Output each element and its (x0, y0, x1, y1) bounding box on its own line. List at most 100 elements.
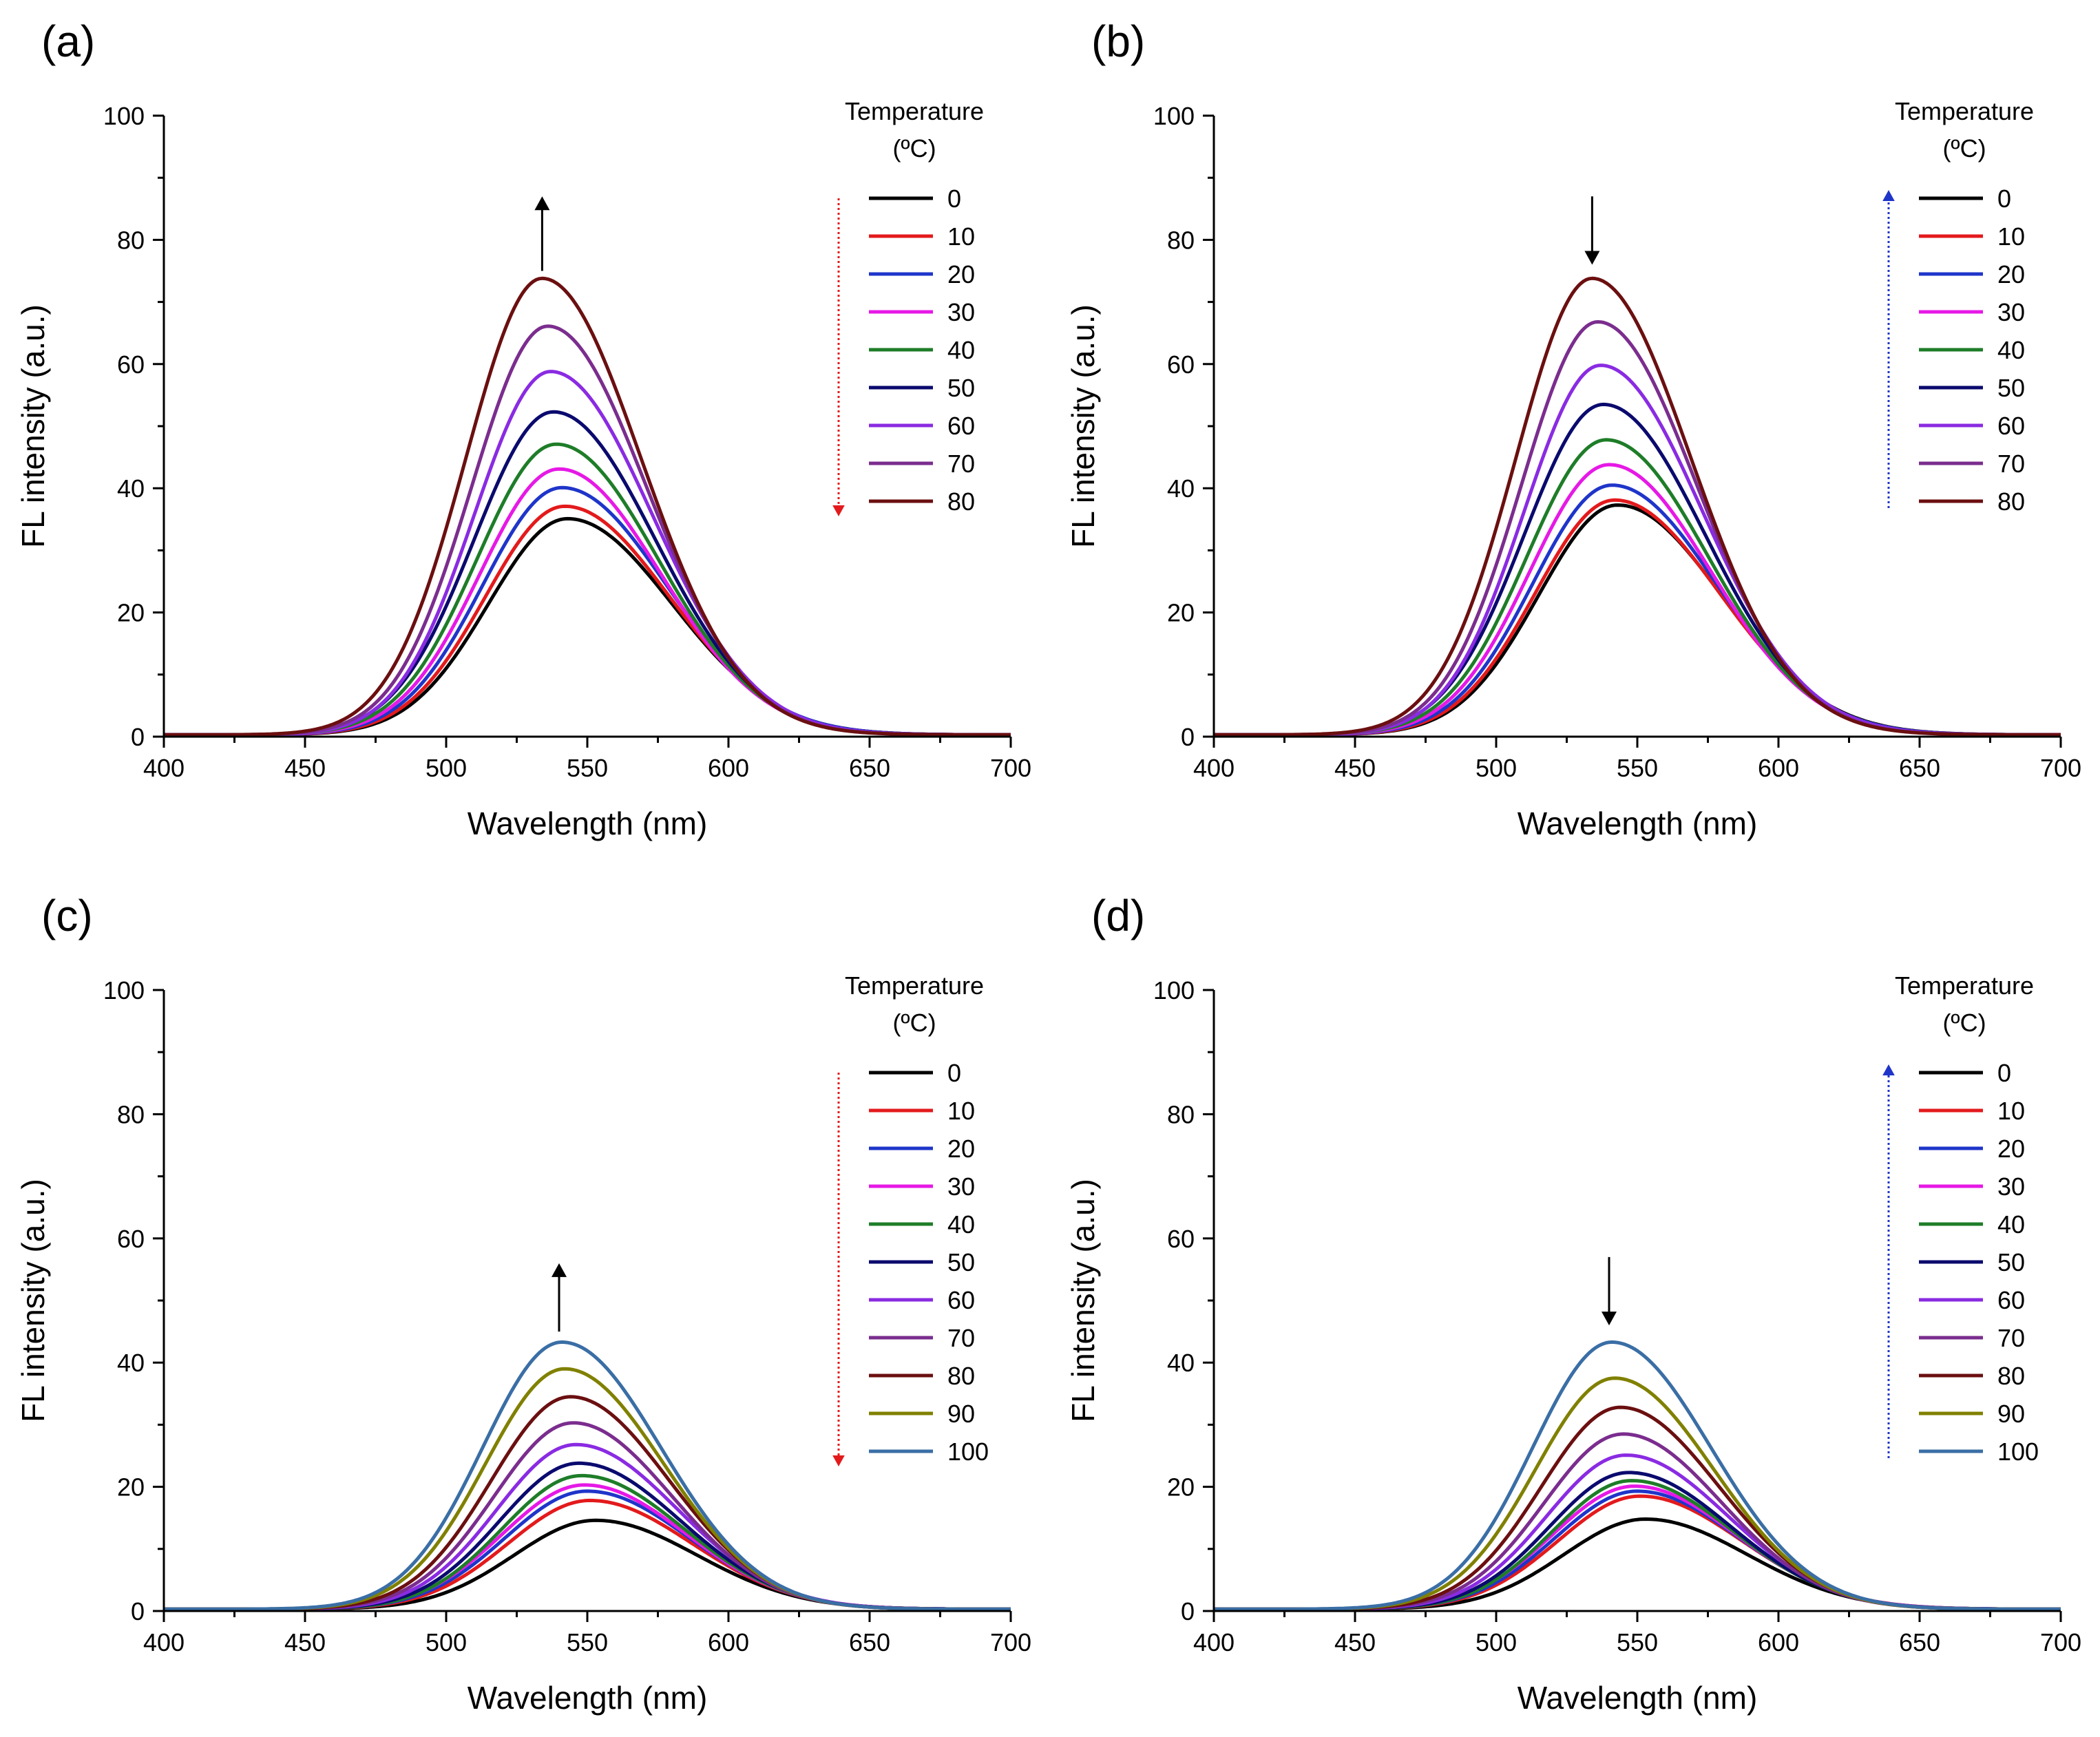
series-line-10 (164, 1498, 1011, 1611)
legend-label-70: 70 (947, 1324, 975, 1352)
legend-label-0: 0 (947, 1059, 961, 1087)
series-line-0 (164, 1518, 1011, 1611)
series-line-70 (1214, 320, 2061, 737)
peak-arrow-head (1602, 1312, 1617, 1326)
y-tick-label: 0 (1181, 1597, 1195, 1625)
series-line-90 (164, 1367, 1011, 1611)
y-tick-label: 0 (131, 1597, 145, 1625)
series-line-20 (1214, 483, 2061, 737)
x-tick-label: 600 (708, 1628, 749, 1656)
panel-label: (a) (41, 17, 95, 66)
x-tick-label: 500 (1476, 754, 1517, 782)
legend-label-10: 10 (947, 1097, 975, 1125)
x-tick-label: 650 (1899, 754, 1940, 782)
legend-label-10: 10 (1997, 1097, 2025, 1125)
x-tick-label: 700 (990, 754, 1031, 782)
y-tick-label: 80 (1167, 226, 1195, 254)
legend-label-70: 70 (1997, 1324, 2025, 1352)
legend-label-50: 50 (1997, 374, 2025, 402)
y-tick-label: 20 (1167, 1473, 1195, 1502)
x-axis-title: Wavelength (nm) (1518, 806, 1758, 841)
legend-label-40: 40 (1997, 1210, 2025, 1239)
series-line-10 (1214, 1494, 2061, 1611)
legend-title-line2: (ºC) (892, 134, 936, 162)
panel-c: (c)400 450 500 550 600 650 700020406080100Wave… (15, 891, 1031, 1716)
y-tick-label: 80 (1167, 1100, 1195, 1128)
series-line-40 (1214, 1479, 2061, 1611)
series-line-80 (164, 1395, 1011, 1611)
y-tick-label: 20 (117, 599, 145, 627)
series-line-100 (164, 1340, 1011, 1611)
legend-label-70: 70 (947, 450, 975, 478)
legend-label-40: 40 (947, 336, 975, 364)
legend-label-100: 100 (947, 1438, 989, 1466)
series-line-60 (164, 1442, 1011, 1611)
y-axis-title: FL intensity (a.u.) (15, 1179, 51, 1422)
legend-label-70: 70 (1997, 450, 2025, 478)
legend-title-line2: (ºC) (1942, 1009, 1986, 1037)
series-line-20 (164, 1489, 1011, 1611)
series-line-30 (164, 1483, 1011, 1611)
legend-label-20: 20 (1997, 1135, 2025, 1163)
legend-title-line1: Temperature (1895, 971, 2034, 1000)
series-line-40 (164, 442, 1011, 737)
x-tick-label: 550 (567, 1628, 608, 1656)
legend-label-50: 50 (947, 374, 975, 402)
legend-label-10: 10 (1997, 222, 2025, 251)
x-axis-title: Wavelength (nm) (1518, 1680, 1758, 1716)
y-tick-label: 100 (103, 102, 145, 130)
legend-label-50: 50 (947, 1248, 975, 1276)
y-axis-title: FL intensity (a.u.) (1065, 304, 1101, 548)
legend-label-30: 30 (947, 298, 975, 326)
x-tick-label: 450 (1334, 1628, 1376, 1656)
legend-label-90: 90 (947, 1400, 975, 1428)
legend-label-30: 30 (947, 1172, 975, 1201)
y-tick-label: 0 (1181, 723, 1195, 751)
x-tick-label: 650 (849, 1628, 890, 1656)
series-line-50 (1214, 1471, 2061, 1611)
x-tick-label: 550 (567, 754, 608, 782)
y-tick-label: 100 (1153, 976, 1195, 1004)
y-tick-label: 80 (117, 1100, 145, 1128)
y-tick-label: 40 (117, 474, 145, 503)
peak-arrow-head (1584, 251, 1600, 265)
legend-label-20: 20 (947, 260, 975, 288)
panel-label: (c) (41, 891, 93, 940)
y-tick-label: 20 (1167, 599, 1195, 627)
x-tick-label: 400 (143, 1628, 185, 1656)
legend-label-100: 100 (1997, 1438, 2039, 1466)
x-tick-label: 600 (1758, 1628, 1799, 1656)
series-line-10 (164, 504, 1011, 737)
x-tick-label: 550 (1617, 1628, 1658, 1656)
legend-label-40: 40 (1997, 336, 2025, 364)
legend-label-60: 60 (1997, 1286, 2025, 1314)
panel-label: (d) (1091, 891, 1145, 940)
legend-label-30: 30 (1997, 1172, 2025, 1201)
legend-arrow-head (1882, 1064, 1895, 1075)
panel-d: (d)400 450 500 550 600 650 700020406080100Wave… (1065, 891, 2081, 1716)
y-tick-label: 60 (117, 1225, 145, 1253)
series-line-20 (164, 485, 1011, 737)
series-line-30 (1214, 1484, 2061, 1611)
series-line-80 (164, 276, 1011, 737)
series-line-40 (1214, 438, 2061, 737)
peak-arrow-head (534, 196, 550, 211)
panel-a: (a)400 450 500 550 600 650 700020406080100Wave… (15, 17, 1031, 841)
legend-arrow-head (1882, 190, 1895, 201)
x-tick-label: 650 (1899, 1628, 1940, 1656)
series-line-30 (164, 467, 1011, 737)
series-line-70 (1214, 1432, 2061, 1611)
y-tick-label: 40 (1167, 474, 1195, 503)
y-tick-label: 40 (117, 1349, 145, 1377)
legend-label-60: 60 (947, 412, 975, 440)
x-tick-label: 600 (708, 754, 749, 782)
x-tick-label: 500 (1476, 1628, 1517, 1656)
series-line-0 (1214, 1517, 2061, 1611)
legend-label-80: 80 (947, 1362, 975, 1390)
x-tick-label: 400 (1193, 754, 1235, 782)
series-line-100 (1214, 1340, 2061, 1611)
y-tick-label: 80 (117, 226, 145, 254)
series-line-10 (1214, 498, 2061, 737)
legend-label-50: 50 (1997, 1248, 2025, 1276)
legend-label-30: 30 (1997, 298, 2025, 326)
